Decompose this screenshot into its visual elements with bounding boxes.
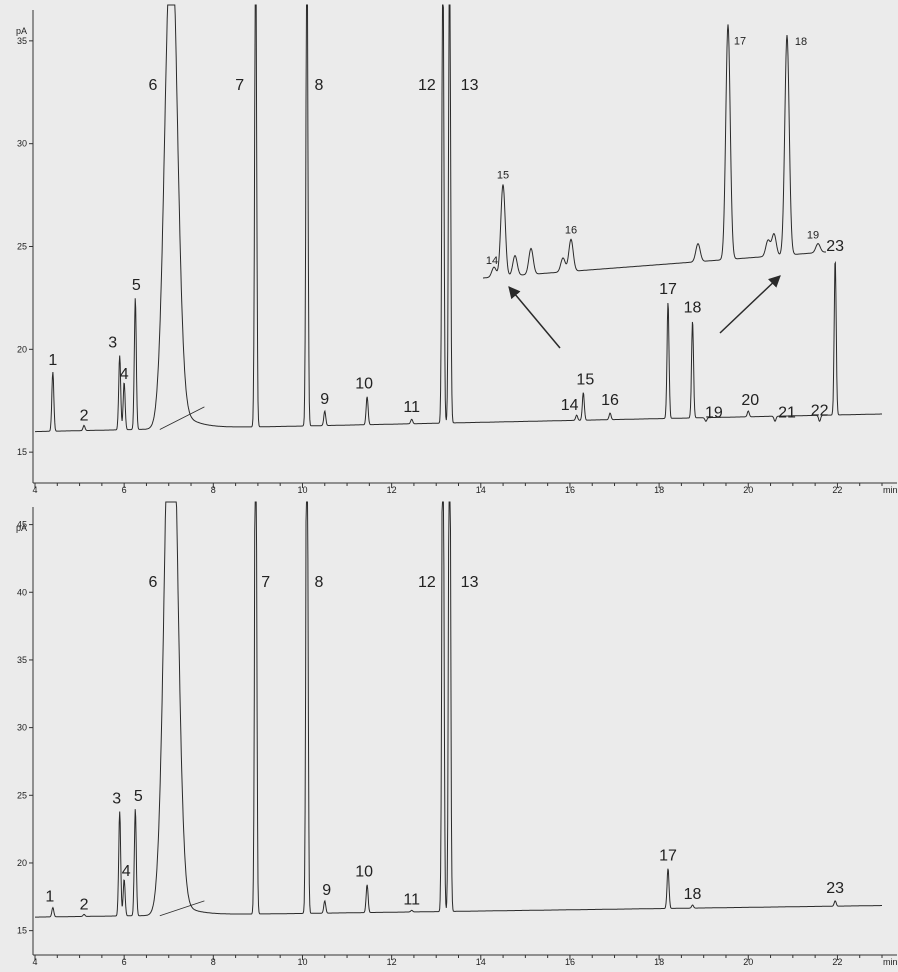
peak-label: 21 (778, 404, 796, 421)
solvent-baseline-line (159, 406, 205, 430)
peak-label: 10 (355, 864, 373, 881)
peak-label: 6 (149, 77, 158, 94)
inset-peak-label: 19 (807, 230, 819, 242)
x-tick-label: 12 (387, 485, 397, 495)
x-tick-label: 6 (122, 957, 127, 967)
x-axis-unit: min (883, 485, 898, 495)
y-tick-label: 20 (17, 344, 27, 354)
peak-label: 5 (132, 277, 141, 294)
inset-trace (483, 24, 826, 279)
peak-label: 23 (826, 880, 844, 897)
peak-label: 5 (134, 788, 143, 805)
peak-label: 17 (659, 281, 677, 298)
x-tick-label: 14 (476, 485, 486, 495)
peak-label: 7 (261, 574, 270, 591)
y-tick-label: 30 (17, 723, 27, 733)
x-axis-unit: min (883, 957, 898, 967)
x-tick-label: 16 (565, 957, 575, 967)
solvent-baseline-line (159, 900, 205, 917)
x-tick-label: 18 (654, 957, 664, 967)
peak-label: 20 (741, 392, 759, 409)
peak-label: 16 (601, 392, 619, 409)
peak-label: 14 (561, 397, 579, 414)
x-tick-label: 20 (743, 957, 753, 967)
x-tick-label: 14 (476, 957, 486, 967)
peak-label: 2 (80, 407, 89, 424)
y-tick-label: 35 (17, 655, 27, 665)
chromatogram-trace (35, 501, 882, 918)
x-tick-label: 4 (32, 485, 37, 495)
chromatogram-trace (35, 4, 882, 433)
peak-label: 4 (120, 366, 129, 383)
peak-label: 15 (576, 372, 594, 389)
x-tick-label: 20 (743, 485, 753, 495)
peak-label: 9 (320, 391, 329, 408)
peak-label: 6 (149, 574, 158, 591)
peak-label: 7 (235, 77, 244, 94)
peak-label: 18 (684, 300, 702, 317)
y-tick-label: 40 (17, 587, 27, 597)
x-tick-label: 10 (297, 957, 307, 967)
peak-label: 4 (122, 863, 131, 880)
peak-label: 12 (418, 574, 436, 591)
inset-peak-label: 15 (497, 169, 509, 181)
y-axis-unit: pA (16, 26, 27, 36)
x-tick-label: 12 (387, 957, 397, 967)
peak-label: 8 (314, 574, 323, 591)
inset-peak-label: 14 (486, 255, 498, 267)
inset-peak-label: 16 (565, 224, 577, 236)
inset-arrow-left (508, 286, 561, 349)
peak-label: 10 (355, 376, 373, 393)
inset-peak-label: 18 (795, 36, 807, 48)
peak-label: 19 (705, 404, 723, 421)
x-tick-label: 16 (565, 485, 575, 495)
x-tick-label: 4 (32, 957, 37, 967)
x-tick-label: 22 (832, 485, 842, 495)
peak-label: 9 (322, 882, 331, 899)
peak-label: 3 (108, 334, 117, 351)
peak-label: 18 (684, 886, 702, 903)
peak-label: 1 (45, 889, 54, 906)
peak-label: 2 (80, 896, 89, 913)
y-tick-label: 15 (17, 926, 27, 936)
x-tick-label: 10 (297, 485, 307, 495)
peak-label: 1 (48, 352, 57, 369)
peak-label: 11 (403, 399, 420, 416)
zoom-inset: 14 15 16 17 18 19 (483, 24, 826, 349)
inset-peak-label: 17 (734, 35, 746, 47)
x-tick-label: 8 (211, 957, 216, 967)
y-tick-label: 30 (17, 139, 27, 149)
y-tick-label: 25 (17, 790, 27, 800)
x-tick-label: 8 (211, 485, 216, 495)
peak-label: 3 (112, 791, 121, 808)
y-axis-unit: pA (16, 523, 27, 533)
peak-label: 8 (314, 77, 323, 94)
peak-label: 13 (461, 574, 479, 591)
x-tick-label: 18 (654, 485, 664, 495)
peak-label: 11 (403, 891, 420, 908)
peak-label: 12 (418, 77, 436, 94)
y-tick-label: 20 (17, 858, 27, 868)
peak-label: 22 (811, 402, 829, 419)
peak-label: 17 (659, 847, 677, 864)
peak-label: 23 (826, 238, 844, 255)
x-tick-label: 22 (832, 957, 842, 967)
y-tick-label: 25 (17, 242, 27, 252)
x-tick-label: 6 (122, 485, 127, 495)
y-tick-label: 35 (17, 36, 27, 46)
y-tick-label: 15 (17, 447, 27, 457)
y-tick-label: 45 (17, 520, 27, 530)
peak-label: 13 (461, 77, 479, 94)
inset-arrow-right (719, 275, 781, 334)
